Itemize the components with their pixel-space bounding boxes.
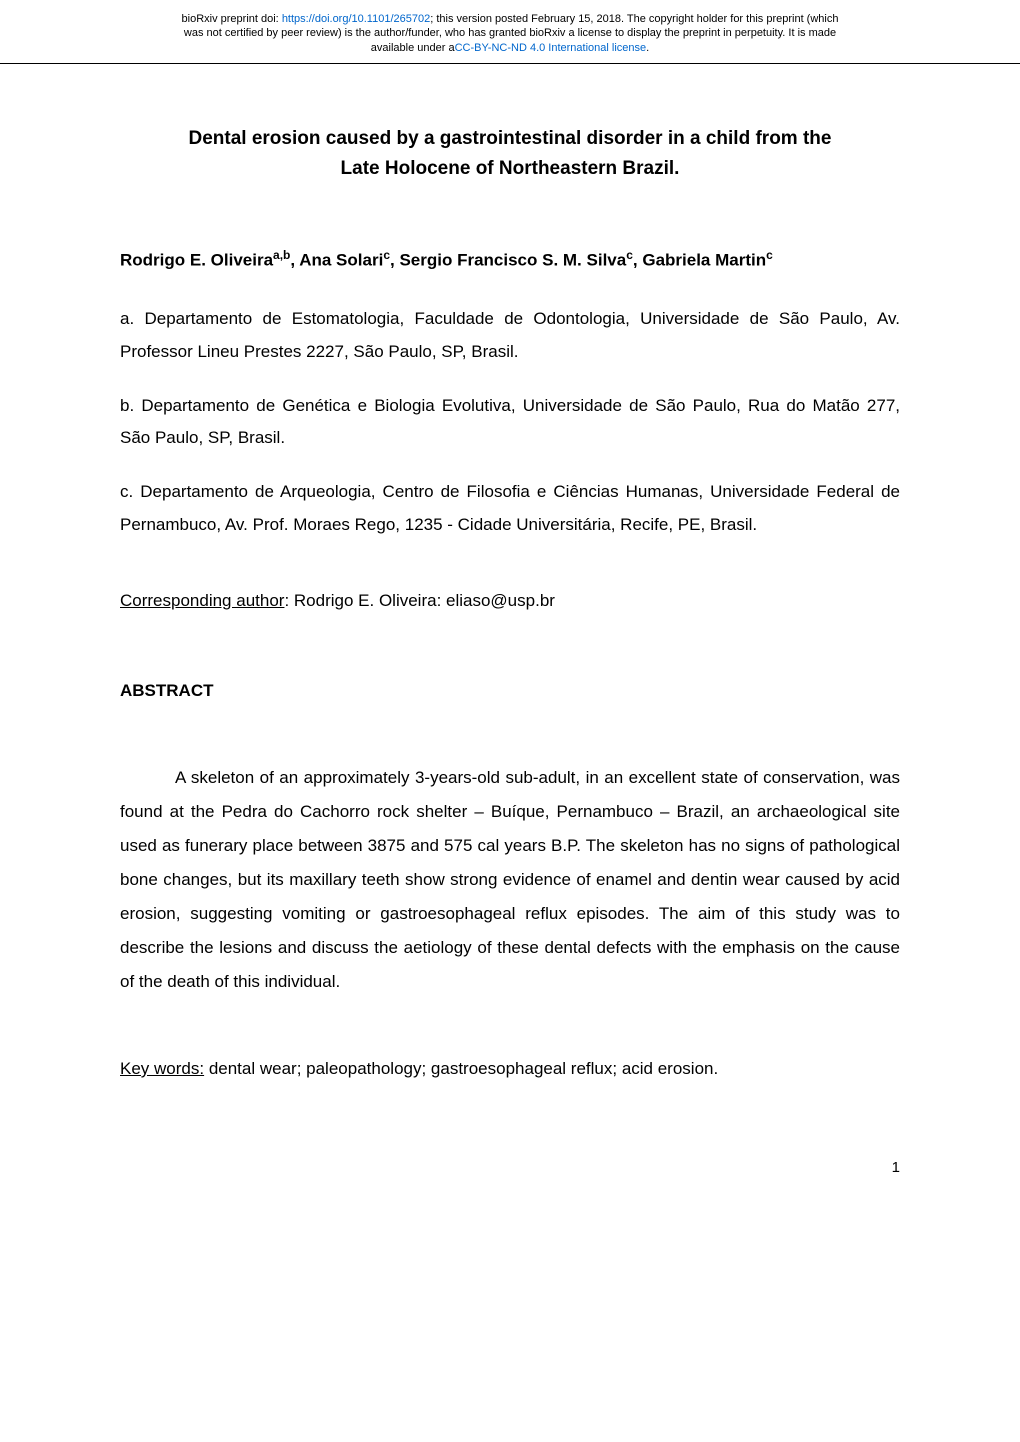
- author-1: Rodrigo E. Oliveira: [120, 250, 273, 269]
- abstract-body: A skeleton of an approximately 3-years-o…: [120, 761, 900, 999]
- affiliation-b: b. Departamento de Genética e Biologia E…: [120, 390, 900, 455]
- preprint-banner: bioRxiv preprint doi: https://doi.org/10…: [0, 0, 1020, 64]
- affiliation-a: a. Departamento de Estomatologia, Faculd…: [120, 303, 900, 368]
- author-2-affil: c: [383, 248, 390, 262]
- author-4-affil: c: [766, 248, 773, 262]
- corresponding-author: Corresponding author: Rodrigo E. Oliveir…: [120, 591, 900, 611]
- author-3: Sergio Francisco S. M. Silva: [399, 250, 626, 269]
- banner-text-4: available under a: [371, 42, 455, 54]
- abstract-heading: ABSTRACT: [120, 681, 900, 701]
- page-content: Dental erosion caused by a gastrointesti…: [0, 64, 1020, 1159]
- correspondence-label: Corresponding author: [120, 591, 284, 610]
- author-3-affil: c: [626, 248, 633, 262]
- author-2: Ana Solari: [299, 250, 383, 269]
- keywords-label: Key words:: [120, 1059, 204, 1078]
- keywords-text: dental wear; paleopathology; gastroesoph…: [204, 1059, 718, 1078]
- affiliation-c: c. Departamento de Arqueologia, Centro d…: [120, 476, 900, 541]
- correspondence-text: : Rodrigo E. Oliveira: eliaso@usp.br: [284, 591, 554, 610]
- banner-text-1: bioRxiv preprint doi:: [182, 13, 282, 25]
- doi-link[interactable]: https://doi.org/10.1101/265702: [282, 13, 430, 25]
- license-link[interactable]: CC-BY-NC-ND 4.0 International license: [455, 42, 647, 54]
- keywords: Key words: dental wear; paleopathology; …: [120, 1059, 900, 1079]
- banner-text-5: .: [646, 42, 649, 54]
- page-number: 1: [0, 1159, 1020, 1196]
- banner-text-3: was not certified by peer review) is the…: [184, 27, 836, 39]
- banner-text-2: ; this version posted February 15, 2018.…: [430, 13, 838, 25]
- paper-title: Dental erosion caused by a gastrointesti…: [120, 124, 900, 185]
- title-line-2: Late Holocene of Northeastern Brazil.: [341, 158, 680, 179]
- title-line-1: Dental erosion caused by a gastrointesti…: [189, 128, 832, 149]
- author-4: Gabriela Martin: [642, 250, 766, 269]
- author-list: Rodrigo E. Oliveiraa,b, Ana Solaric, Ser…: [120, 245, 900, 276]
- author-1-affil: a,b: [273, 248, 290, 262]
